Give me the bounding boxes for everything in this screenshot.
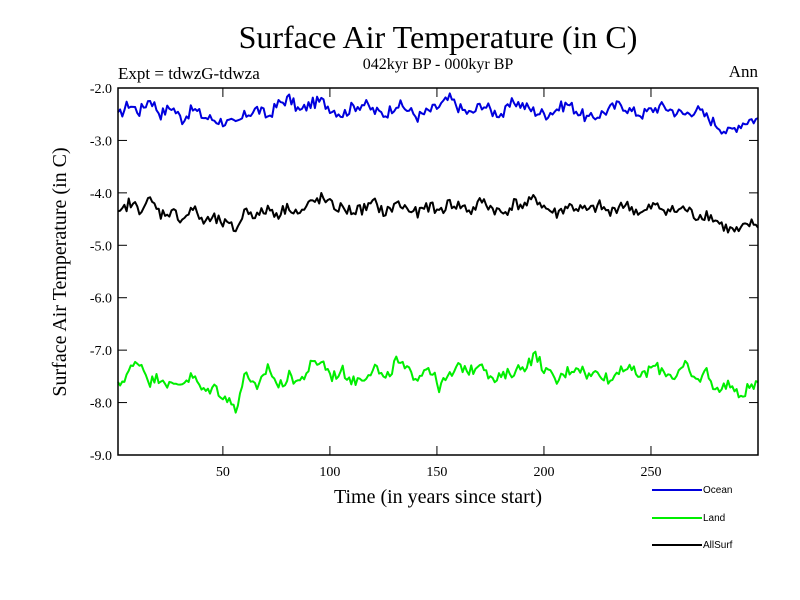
y-tick-label: -8.0	[90, 397, 112, 412]
series-line-land	[117, 350, 759, 414]
experiment-label: Expt = tdwzG-tdwza	[118, 64, 260, 83]
season-label: Ann	[729, 62, 759, 81]
x-tick-label: 200	[533, 465, 554, 480]
legend-label-allsurf: AllSurf	[703, 540, 733, 551]
series-layer	[117, 92, 759, 414]
x-tick-label: 50	[216, 465, 230, 480]
x-tick-label: 150	[426, 465, 447, 480]
legend-label-ocean: Ocean	[703, 485, 732, 496]
x-axis-title: Time (in years since start)	[334, 486, 542, 508]
x-tick-label: 100	[319, 465, 340, 480]
series-line-allsurf	[117, 192, 759, 234]
y-axis: -2.0 -3.0 -4.0 -5.0 -6.0 -7.0 -8.0 -9.0	[90, 82, 758, 464]
chart-subtitle: 042kyr BP - 000kyr BP	[363, 56, 514, 73]
y-axis-title: Surface Air Temperature (in C)	[49, 147, 71, 396]
plot-frame	[117, 87, 759, 456]
chart-title: Surface Air Temperature (in C)	[239, 19, 638, 55]
y-tick-label: -7.0	[90, 344, 112, 359]
x-axis: 50 100 150 200 250	[216, 88, 661, 480]
x-tick-label: 250	[640, 465, 661, 480]
y-tick-label: -6.0	[90, 292, 112, 307]
y-tick-label: -4.0	[90, 187, 112, 202]
series-line-ocean	[117, 92, 759, 135]
legend-label-land: Land	[703, 513, 725, 524]
y-tick-label: -9.0	[90, 449, 112, 464]
y-tick-label: -3.0	[90, 134, 112, 149]
legend: Ocean Land AllSurf	[652, 485, 733, 551]
y-tick-label: -2.0	[90, 82, 112, 97]
y-tick-label: -5.0	[90, 239, 112, 254]
